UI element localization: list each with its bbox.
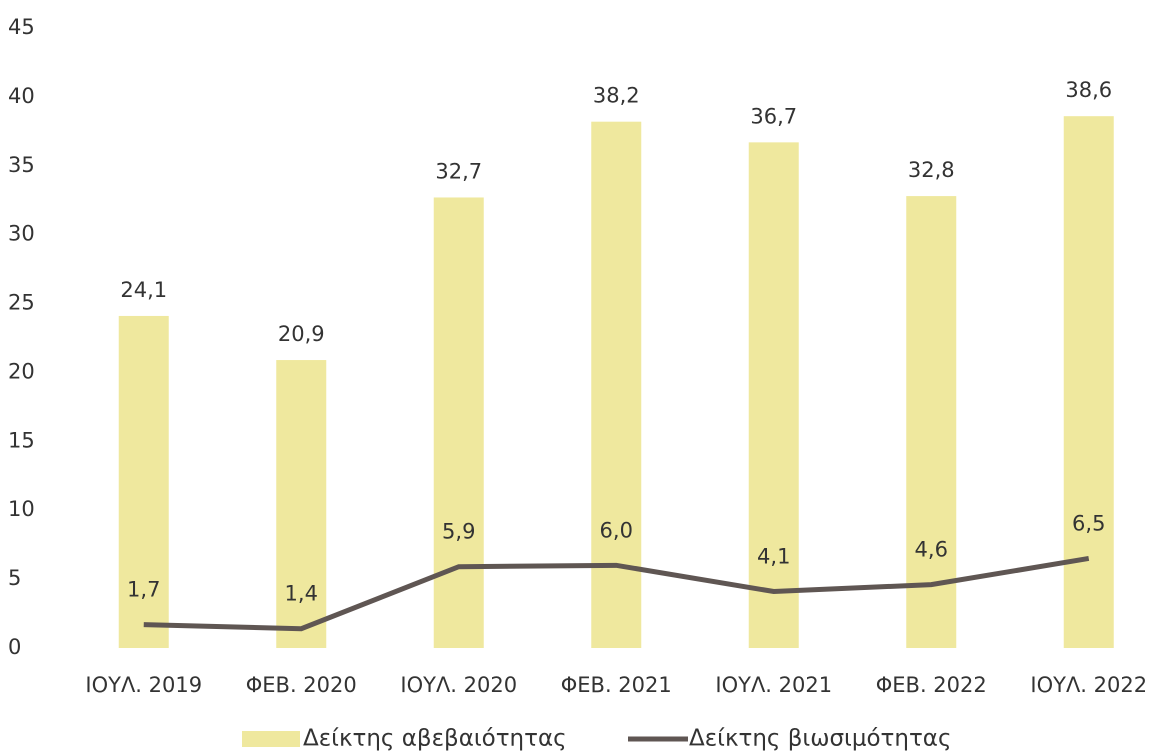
y-tick-label: 5 <box>8 566 21 590</box>
data-label: 4,1 <box>757 545 790 569</box>
bar <box>591 121 642 648</box>
legend-swatch <box>242 731 300 747</box>
x-tick-label: ΙΟΥΛ. 2021 <box>715 673 832 697</box>
bar <box>906 196 957 649</box>
data-label: 38,6 <box>1065 78 1112 102</box>
bar <box>118 315 169 648</box>
bar <box>433 197 484 648</box>
y-tick-label: 10 <box>8 497 35 521</box>
legend-label: Δείκτης βιωσιμότητας <box>689 726 951 751</box>
x-tick-label: ΙΟΥΛ. 2020 <box>400 673 517 697</box>
data-label: 4,6 <box>915 538 948 562</box>
y-tick-label: 30 <box>8 222 35 246</box>
data-label: 38,2 <box>593 84 640 108</box>
data-label: 36,7 <box>750 104 797 128</box>
y-tick-label: 25 <box>8 291 35 315</box>
x-tick-label: ΙΟΥΛ. 2022 <box>1030 673 1147 697</box>
data-label: 6,5 <box>1072 511 1105 535</box>
bar <box>276 360 327 648</box>
data-label: 6,0 <box>600 518 633 542</box>
x-tick-label: ΦΕΒ. 2022 <box>876 673 987 697</box>
y-tick-label: 35 <box>8 153 35 177</box>
x-tick-label: ΙΟΥΛ. 2019 <box>85 673 202 697</box>
line <box>143 555 1090 632</box>
data-label: 24,1 <box>120 278 167 302</box>
data-label: 1,7 <box>127 578 160 602</box>
y-tick-label: 45 <box>8 15 35 39</box>
data-label: 32,8 <box>908 158 955 182</box>
bar <box>748 142 799 648</box>
bar <box>1063 116 1114 648</box>
data-label: 32,7 <box>435 159 482 183</box>
data-label: 20,9 <box>278 322 325 346</box>
y-tick-label: 40 <box>8 84 35 108</box>
legend-label: Δείκτης αβεβαιότητας <box>303 726 567 751</box>
y-tick-label: 15 <box>8 428 35 452</box>
x-tick-label: ΦΕΒ. 2021 <box>561 673 672 697</box>
y-tick-label: 0 <box>8 635 21 659</box>
data-label: 5,9 <box>442 520 475 544</box>
x-tick-label: ΦΕΒ. 2020 <box>246 673 357 697</box>
y-tick-label: 20 <box>8 359 35 383</box>
data-label: 1,4 <box>285 582 318 606</box>
